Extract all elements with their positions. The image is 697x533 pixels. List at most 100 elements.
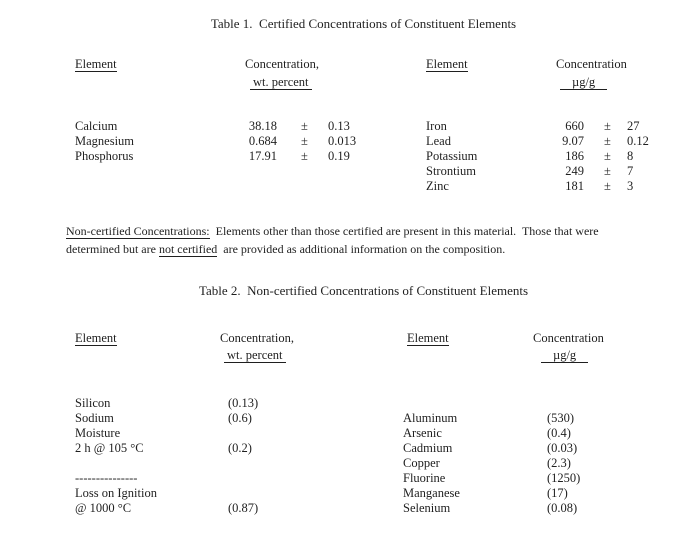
value-cell (547, 396, 607, 411)
value-cell (235, 164, 277, 179)
uncertainty-cell: 0.13 (328, 119, 350, 133)
note-line-1: Non-certified Concentrations: Elements o… (66, 222, 599, 240)
value-cell: 0.684 (248, 134, 277, 148)
table2-left-element-column: Silicon Sodium Moisture 2 h @ 105 °C ---… (75, 396, 225, 516)
element-cell: Magnesium (75, 134, 135, 148)
element-header-text: Element (75, 57, 117, 72)
element-cell: Calcium (75, 119, 118, 133)
element-cell: Cadmium (403, 441, 453, 455)
element-cell: Iron (426, 119, 447, 133)
value-cell: (530) (547, 411, 575, 425)
element-cell: Strontium (426, 164, 477, 178)
table1-left-concentration-header: Concentration, (245, 57, 319, 71)
plus-minus: ± (604, 119, 611, 133)
element-cell: Moisture (75, 426, 121, 440)
uncertainty-cell: 3 (627, 179, 634, 193)
table1-left-value-column: 38.18 0.684 17.91 (235, 119, 277, 194)
uncertainty-cell: 27 (627, 119, 640, 133)
value-cell (228, 456, 288, 471)
uncertainty-cell: 0.19 (328, 149, 350, 163)
uncertainty-cell (328, 179, 373, 194)
plus-minus (301, 179, 313, 194)
element-cell: @ 1000 °C (75, 501, 132, 515)
value-cell: (0.08) (547, 501, 578, 515)
table1-left-unit-header: wt. percent (250, 75, 312, 90)
value-cell: 38.18 (248, 119, 277, 133)
table1-right-element-header: Element (426, 57, 468, 72)
value-cell: 660 (565, 119, 584, 133)
plus-minus: ± (604, 164, 611, 178)
element-cell: Silicon (75, 396, 111, 410)
element-cell (75, 179, 225, 194)
unit-header-text: µg/g (541, 348, 589, 363)
table1-right-value-column: 660 9.07 186 249 181 (550, 119, 584, 194)
note-text: are provided as additional information o… (217, 242, 506, 256)
plus-minus: ± (301, 119, 308, 133)
value-cell: (0.6) (228, 411, 252, 425)
element-cell: Arsenic (403, 426, 442, 440)
plus-minus: ± (301, 134, 308, 148)
note-underlined-lead: Non-certified Concentrations: (66, 224, 210, 239)
unit-header-text: µg/g (560, 75, 608, 90)
uncertainty-cell (328, 164, 373, 179)
table2-left-value-column: (0.13) (0.6) (0.2) (0.87) (228, 396, 288, 516)
element-cell: Fluorine (403, 471, 446, 485)
element-cell: Phosphorus (75, 149, 134, 163)
plus-minus: ± (604, 149, 611, 163)
element-cell: Copper (403, 456, 440, 470)
table1-left-element-column: Calcium Magnesium Phosphorus (75, 119, 225, 194)
element-cell (75, 164, 225, 179)
value-cell: 181 (565, 179, 584, 193)
value-cell: (0.03) (547, 441, 578, 455)
element-header-text: Element (75, 331, 117, 346)
value-cell (228, 471, 288, 486)
value-cell: (0.13) (228, 396, 259, 410)
table2-left-element-header: Element (75, 331, 117, 346)
value-cell: (1250) (547, 471, 581, 485)
note-text: determined but are (66, 242, 159, 256)
table1-right-uncertainty-column: 27 0.12 8 7 3 (627, 119, 672, 194)
table1-right-concentration-header: Concentration (556, 57, 627, 71)
uncertainty-cell: 7 (627, 164, 634, 178)
element-cell (75, 456, 225, 471)
value-cell: 17.91 (248, 149, 277, 163)
uncertainty-cell: 8 (627, 149, 634, 163)
table1-left-plusminus-column: ± ± ± (301, 119, 313, 194)
value-cell: (2.3) (547, 456, 571, 470)
dashed-separator-cell: --------------- (75, 471, 138, 485)
element-cell: Potassium (426, 149, 478, 163)
value-cell (228, 426, 288, 441)
plus-minus (301, 164, 313, 179)
element-cell: 2 h @ 105 °C (75, 441, 144, 455)
table2-right-element-column: Aluminum Arsenic Cadmium Copper Fluorine… (403, 396, 523, 516)
uncertainty-cell: 0.12 (627, 134, 649, 148)
plus-minus: ± (301, 149, 308, 163)
element-cell: Manganese (403, 486, 460, 500)
element-cell (403, 396, 523, 411)
note-line-2: determined but are not certified are pro… (66, 240, 505, 258)
element-cell: Selenium (403, 501, 451, 515)
table1-title: Table 1. Certified Concentrations of Con… (210, 16, 517, 31)
table2-right-element-header: Element (407, 331, 449, 346)
table1-left-uncertainty-column: 0.13 0.013 0.19 (328, 119, 373, 194)
unit-header-text: wt. percent (250, 75, 312, 90)
value-cell: (17) (547, 486, 568, 500)
note-text: Elements other than those certified are … (209, 224, 599, 238)
element-cell: Zinc (426, 179, 449, 193)
table1-right-unit-header: µg/g (560, 75, 608, 90)
table2-left-unit-header: wt. percent (224, 348, 286, 363)
element-header-text: Element (407, 331, 449, 346)
uncertainty-cell: 0.013 (328, 134, 357, 148)
element-header-text: Element (426, 57, 468, 72)
table2-right-value-column: (530) (0.4) (0.03) (2.3) (1250) (17) (0.… (547, 396, 607, 516)
element-cell: Loss on Ignition (75, 486, 157, 500)
value-cell: 9.07 (562, 134, 584, 148)
value-cell (235, 179, 277, 194)
value-cell: (0.2) (228, 441, 252, 455)
value-cell: 249 (565, 164, 584, 178)
table2-right-unit-header: µg/g (541, 348, 589, 363)
element-cell: Sodium (75, 411, 114, 425)
table2-right-concentration-header: Concentration (533, 331, 604, 345)
element-cell: Aluminum (403, 411, 458, 425)
